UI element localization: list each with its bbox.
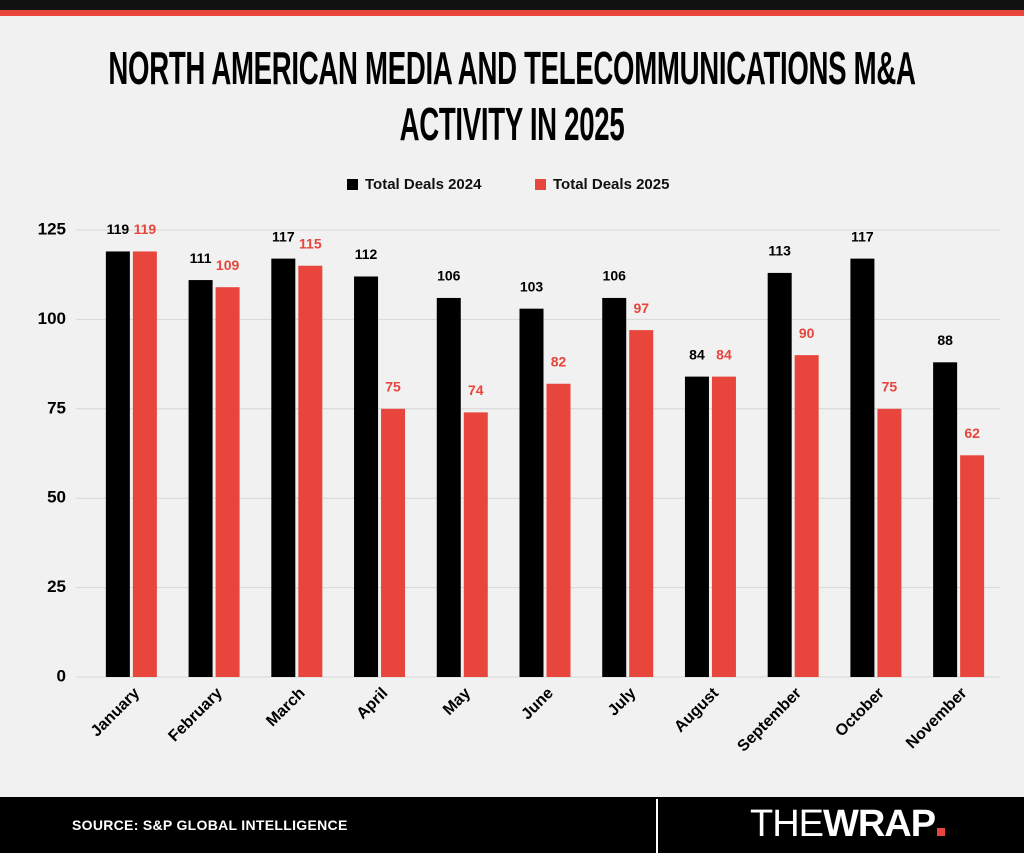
logo: THEWRAP [750, 803, 946, 846]
legend-label: Total Deals 2024 [365, 176, 482, 193]
bar [933, 362, 958, 677]
value-label: 119 [134, 221, 157, 237]
x-tick-label: August [671, 684, 722, 735]
x-tick-label: July [605, 685, 640, 720]
bar [463, 412, 488, 677]
divider [656, 799, 658, 853]
bar [271, 258, 296, 677]
bar [684, 376, 709, 677]
value-label: 112 [355, 246, 378, 262]
footer: SOURCE: S&P GLOBAL INTELLIGENCE THEWRAP [0, 797, 1024, 853]
value-label: 97 [633, 300, 649, 316]
y-tick-label: 100 [38, 309, 66, 328]
bar [629, 330, 654, 677]
value-label: 113 [768, 243, 791, 259]
bar [960, 455, 985, 677]
bar [877, 408, 902, 677]
bar [132, 251, 157, 677]
y-tick-label: 125 [38, 219, 66, 238]
x-tick-label: June [518, 685, 557, 724]
value-label: 84 [689, 346, 705, 362]
y-tick-label: 50 [47, 488, 66, 507]
bar [188, 280, 213, 677]
bar [436, 297, 461, 677]
bar [546, 383, 571, 677]
value-label: 106 [603, 268, 627, 284]
y-tick-label: 0 [57, 666, 66, 685]
logo-bold: WRAP [823, 803, 936, 845]
value-label: 117 [272, 228, 295, 244]
value-label: 109 [216, 257, 240, 273]
chart: 0 25 50 75 100 125 Total Deals 2024 Total Deals… [38, 176, 1000, 756]
value-label: 90 [799, 325, 815, 341]
x-tick-label: January [88, 685, 143, 740]
bar [850, 258, 875, 677]
bar [354, 276, 379, 677]
x-tick-label: November [903, 685, 970, 752]
value-label: 75 [385, 379, 401, 395]
value-label: 103 [520, 278, 544, 294]
y-tick-label: 25 [47, 577, 66, 596]
legend-swatch [347, 179, 358, 190]
value-label: 74 [468, 382, 484, 398]
bar [215, 287, 240, 677]
top-stripe [0, 10, 1024, 16]
value-label: 84 [716, 346, 732, 362]
value-label: 117 [851, 228, 874, 244]
value-label: 88 [937, 332, 953, 348]
value-label: 111 [190, 250, 212, 266]
x-tick-label: February [165, 685, 226, 746]
value-label: 106 [437, 268, 461, 284]
value-label: 82 [551, 353, 567, 369]
x-tick-label: March [263, 685, 308, 730]
bar [602, 297, 627, 677]
bar [767, 272, 792, 677]
logo-dot [937, 828, 946, 836]
x-tick-label: April [354, 685, 392, 723]
top-bar [0, 0, 1024, 10]
value-label: 119 [107, 221, 130, 237]
bar [298, 265, 323, 677]
legend-label: Total Deals 2025 [553, 176, 669, 193]
bar [794, 355, 819, 677]
y-tick-label: 75 [47, 398, 66, 417]
legend-swatch [535, 179, 546, 190]
bar [381, 408, 406, 677]
x-tick-label: September [734, 685, 805, 756]
bar [711, 376, 736, 677]
x-tick-label: May [440, 685, 474, 719]
bar [105, 251, 130, 677]
value-label: 75 [882, 379, 898, 395]
value-label: 115 [299, 235, 322, 251]
x-tick-label: October [832, 685, 887, 740]
logo-thin: THE [750, 803, 824, 845]
chart-title: NORTH AMERICAN MEDIA AND TELECOMMUNICATI… [108, 42, 916, 150]
value-label: 62 [964, 425, 980, 441]
source: SOURCE: S&P GLOBAL INTELLIGENCE [72, 817, 348, 833]
bar [519, 308, 544, 677]
